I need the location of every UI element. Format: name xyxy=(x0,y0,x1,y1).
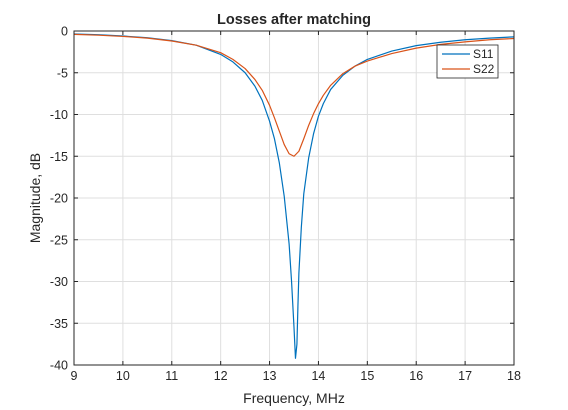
y-axis-label: Magnitude, dB xyxy=(27,153,43,243)
ticks: 9 10 11 12 13 14 15 16 17 18 0 -5 -10 -15 -20 -25 -30 -35… xyxy=(50,25,521,384)
x-tick-label: 18 xyxy=(507,369,521,383)
x-tick-label: 11 xyxy=(165,369,178,383)
y-tick-label: -40 xyxy=(50,359,68,373)
x-axis-label: Frequency, MHz xyxy=(243,390,345,406)
x-tick-label: 14 xyxy=(311,369,325,383)
x-tick-label: 16 xyxy=(409,369,423,383)
series-layer xyxy=(74,33,514,359)
legend-box xyxy=(436,44,499,79)
y-tick-label: -30 xyxy=(50,275,68,289)
legend-label-s22: S22 xyxy=(473,62,495,76)
x-tick-label: 12 xyxy=(214,369,228,383)
series-line-s22 xyxy=(74,33,514,157)
x-tick-label: 9 xyxy=(71,369,78,383)
series-line-s11 xyxy=(74,33,514,359)
y-tick-label: -15 xyxy=(50,150,68,164)
y-tick-label: -35 xyxy=(50,317,68,331)
y-tick-label: -20 xyxy=(50,192,68,206)
x-tick-label: 13 xyxy=(263,369,277,383)
y-tick-label: -10 xyxy=(50,108,68,122)
x-tick-label: 17 xyxy=(458,369,472,383)
x-tick-label: 10 xyxy=(116,369,130,383)
legend-label-s11: S11 xyxy=(473,47,494,61)
x-tick-label: 15 xyxy=(360,369,374,383)
chart-title: Losses after matching xyxy=(217,12,371,28)
y-tick-label: 0 xyxy=(61,25,68,39)
y-tick-label: -5 xyxy=(57,66,68,80)
y-tick-label: -25 xyxy=(50,233,68,247)
